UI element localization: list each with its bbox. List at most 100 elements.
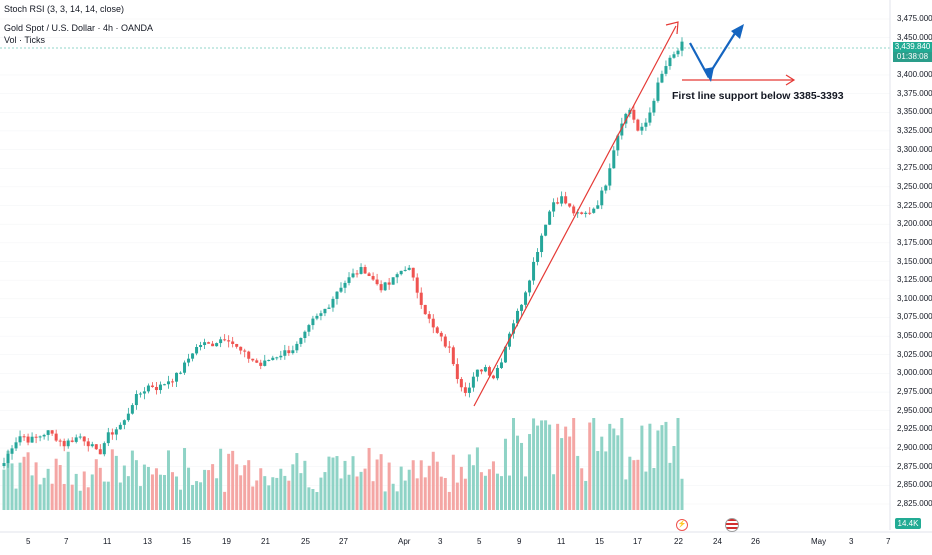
volume-bar xyxy=(191,484,195,510)
candle-body xyxy=(211,343,215,347)
candle-body xyxy=(78,436,82,438)
candle-body xyxy=(407,267,411,270)
volume-bar xyxy=(536,425,540,510)
volume-bar xyxy=(291,464,295,510)
volume-bar xyxy=(150,474,154,510)
volume-bar xyxy=(38,484,42,510)
volume-bar xyxy=(279,468,283,510)
volume-bar xyxy=(195,481,199,510)
candle-body xyxy=(596,205,600,209)
projection-arrow-blue[interactable] xyxy=(689,24,744,82)
support-annotation[interactable]: First line support below 3385-3393 xyxy=(672,90,844,102)
earnings-event-icon[interactable]: ⚡ xyxy=(676,519,688,531)
candle-body xyxy=(580,212,584,214)
candle-body xyxy=(447,346,451,348)
volume-bar xyxy=(323,472,327,510)
candle-body xyxy=(616,135,620,151)
candle-body xyxy=(183,362,187,373)
candle-body xyxy=(2,463,6,467)
volume-bar xyxy=(628,456,632,510)
volume-bar xyxy=(664,421,668,510)
volume-bar xyxy=(479,472,483,510)
support-arrow-right[interactable] xyxy=(682,74,796,86)
trend-arrow-up[interactable] xyxy=(473,21,679,407)
volume-bar xyxy=(419,460,423,510)
volume-bar xyxy=(110,449,114,510)
candle-body xyxy=(399,270,403,275)
candle-body xyxy=(467,387,471,393)
candle-body xyxy=(275,357,279,359)
volume-bar xyxy=(299,473,303,510)
candle-body xyxy=(207,342,211,344)
indicator-legend[interactable]: Stoch RSI (3, 3, 14, 14, close) xyxy=(4,4,125,14)
volume-bar xyxy=(471,465,475,510)
volume-bar xyxy=(516,435,520,510)
volume-bar xyxy=(604,451,608,510)
price-tick-label: 3,350.000 xyxy=(897,107,932,117)
candle-body xyxy=(323,308,327,314)
volume-bar xyxy=(532,418,536,510)
candle-body xyxy=(215,343,219,347)
volume-value-badge: 14.4K xyxy=(895,518,921,529)
volume-bar xyxy=(371,481,375,510)
volume-bar xyxy=(78,490,82,510)
candle-body xyxy=(114,429,118,435)
volume-bar xyxy=(255,480,259,510)
volume-bar xyxy=(134,460,138,510)
volume-bar xyxy=(656,430,660,510)
volume-bar xyxy=(584,480,588,510)
candle-body xyxy=(82,436,86,442)
candle-body xyxy=(656,82,660,101)
candle-body xyxy=(58,440,62,442)
volume-bar xyxy=(499,476,503,510)
volume-bar xyxy=(355,476,359,510)
volume-bar xyxy=(267,485,271,510)
volume-bar xyxy=(544,420,548,510)
candle-body xyxy=(636,119,640,131)
volume-bar xyxy=(524,476,528,510)
volume-legend[interactable]: Vol · Ticks xyxy=(4,35,46,45)
time-tick-label: 27 xyxy=(339,537,348,546)
candle-body xyxy=(632,109,636,120)
volume-bar xyxy=(327,456,331,510)
candle-body xyxy=(383,282,387,291)
volume-bar xyxy=(343,460,347,510)
volume-bar xyxy=(295,453,299,510)
volume-bar xyxy=(275,477,279,510)
candle-body xyxy=(415,277,419,293)
volume-bar xyxy=(90,474,94,510)
candle-body xyxy=(548,211,552,225)
candle-body xyxy=(110,432,114,435)
volume-bar xyxy=(491,461,495,510)
candle-body xyxy=(491,375,495,379)
volume-bar xyxy=(620,418,624,510)
candle-body xyxy=(624,113,628,124)
volume-bar xyxy=(10,463,14,510)
volume-bar xyxy=(215,478,219,510)
current-price-tag: 3,439.840 xyxy=(893,42,932,52)
time-tick-label: 5 xyxy=(26,537,31,546)
volume-bar xyxy=(263,476,267,510)
volume-bar xyxy=(351,456,355,510)
us-flag-event-icon[interactable] xyxy=(725,518,739,532)
candle-body xyxy=(355,273,359,275)
volume-bar xyxy=(223,491,227,510)
candle-body xyxy=(644,122,648,127)
candle-body xyxy=(608,168,612,186)
symbol-legend[interactable]: Gold Spot / U.S. Dollar · 4h · OANDA xyxy=(4,23,154,33)
price-tick-label: 3,025.000 xyxy=(897,349,932,359)
volume-bar xyxy=(170,472,174,510)
time-tick-label: 3 xyxy=(438,537,443,546)
candle-body xyxy=(126,413,130,421)
candle-body xyxy=(423,304,427,315)
volume-bar xyxy=(459,466,463,510)
candle-body xyxy=(179,372,183,374)
volume-bar xyxy=(644,471,648,510)
candle-body xyxy=(556,202,560,204)
volume-bar xyxy=(227,453,231,510)
volume-bar xyxy=(199,482,203,510)
candle-body xyxy=(672,54,676,58)
candle-body xyxy=(18,436,22,443)
